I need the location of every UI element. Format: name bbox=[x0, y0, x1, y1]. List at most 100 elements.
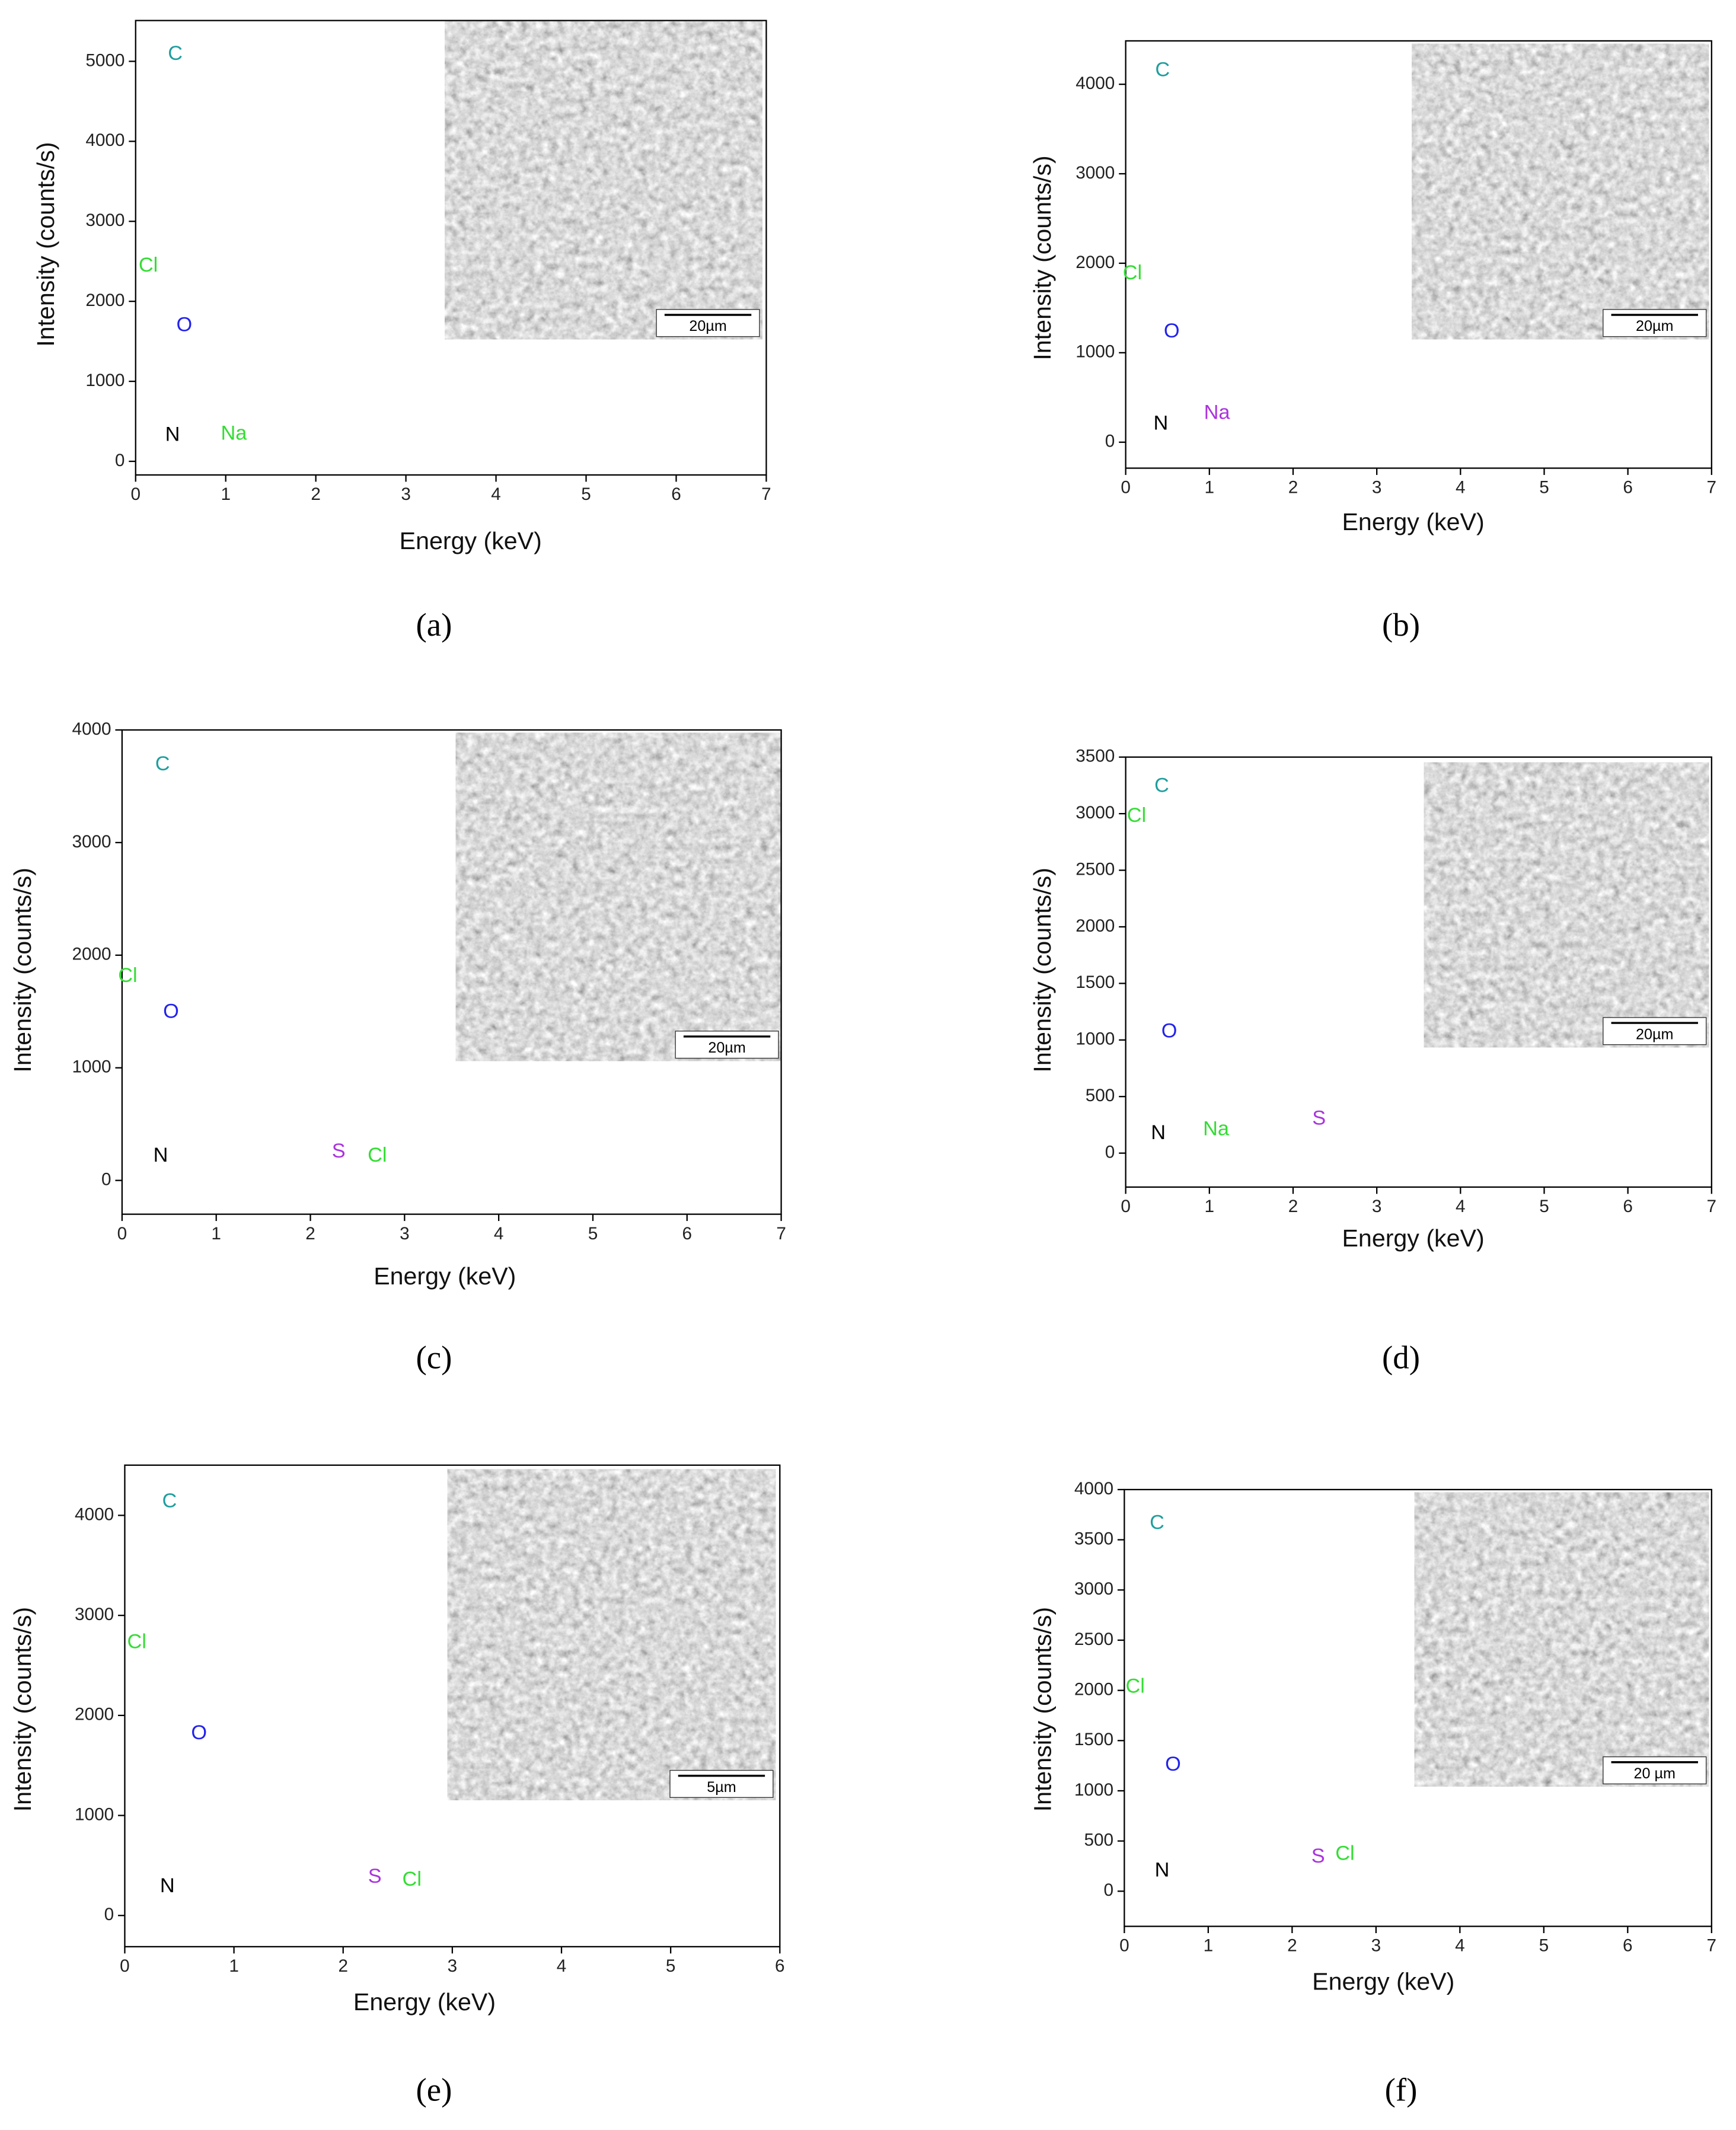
peak-label: C bbox=[155, 752, 170, 775]
x-axis-label: Energy (keV) bbox=[353, 1988, 496, 2016]
x-axis-label: Energy (keV) bbox=[1342, 508, 1484, 535]
peak-label: Cl bbox=[1123, 262, 1142, 284]
x-tick-label: 5 bbox=[1539, 478, 1549, 498]
x-tick-label: 1 bbox=[229, 1956, 239, 1976]
x-tick-label: 6 bbox=[671, 484, 681, 504]
sem-image bbox=[1424, 762, 1709, 1048]
y-tick-label: 3000 bbox=[85, 211, 125, 230]
y-tick-label: 1000 bbox=[85, 371, 125, 390]
peak-label: N bbox=[1155, 1858, 1170, 1881]
panel: 20µm 0 1 2 3 4 5 6 7 0 1000 2000 3000 4000 5000 Energy … bbox=[32, 20, 771, 643]
peak-label: Cl bbox=[139, 254, 158, 276]
x-tick-label: 2 bbox=[1287, 1936, 1297, 1956]
y-tick-label: 2500 bbox=[1074, 1630, 1113, 1649]
peak-label: C bbox=[1155, 59, 1170, 81]
x-tick-label: 1 bbox=[1204, 1936, 1214, 1956]
panel: 20µm 0 1 2 3 4 5 6 7 0 500 1000 1500 2000 2500 3000 3500… bbox=[1029, 747, 1716, 1376]
scale-bar-label: 20µm bbox=[689, 318, 726, 334]
x-tick-label: 6 bbox=[1623, 1197, 1633, 1216]
x-tick-label: 0 bbox=[1121, 478, 1131, 498]
x-tick-label: 4 bbox=[1455, 1936, 1465, 1956]
sem-image bbox=[445, 20, 762, 340]
y-tick-label: 3500 bbox=[1074, 1529, 1113, 1549]
x-tick-label: 4 bbox=[1456, 478, 1466, 498]
y-tick-label: 2000 bbox=[1076, 253, 1115, 272]
peak-label: Cl bbox=[1335, 1842, 1354, 1865]
sem-image bbox=[447, 1469, 776, 1800]
x-tick-label: 1 bbox=[1205, 478, 1215, 498]
panel: 20 µm 0 1 2 3 4 5 6 7 0 500 1000 1500 2000 2500 3000 350… bbox=[1029, 1479, 1716, 2108]
x-tick-label: 3 bbox=[1371, 1936, 1381, 1956]
plot-frame bbox=[121, 729, 782, 1215]
panel-label: (d) bbox=[1382, 1339, 1420, 1375]
y-tick-label: 3000 bbox=[1074, 1579, 1113, 1599]
peak-label: N bbox=[1154, 412, 1169, 435]
peak-label: O bbox=[1165, 1753, 1181, 1775]
x-tick-label: 2 bbox=[305, 1224, 315, 1243]
x-tick-label: 6 bbox=[1623, 1936, 1633, 1956]
x-tick-label: 7 bbox=[761, 484, 771, 504]
x-tick-label: 1 bbox=[211, 1224, 221, 1243]
x-tick-label: 4 bbox=[491, 484, 501, 504]
peak-label: Cl bbox=[1126, 1675, 1145, 1698]
y-tick-label: 2000 bbox=[1074, 1680, 1113, 1699]
y-tick-label: 4000 bbox=[1074, 1479, 1113, 1498]
panel-label: (a) bbox=[416, 607, 452, 643]
x-tick-label: 6 bbox=[1623, 478, 1633, 498]
panel: 20µm 0 1 2 3 4 5 6 7 0 1000 2000 3000 4000 Energy (keV… bbox=[1029, 40, 1717, 643]
y-axis-label: Intensity (counts/s) bbox=[9, 868, 36, 1072]
y-tick-label: 3500 bbox=[1076, 747, 1115, 766]
y-tick-label: 3000 bbox=[75, 1605, 114, 1624]
y-tick-label: 1500 bbox=[1074, 1730, 1113, 1749]
y-tick-label: 500 bbox=[1084, 1830, 1113, 1850]
peak-label: S bbox=[368, 1865, 382, 1887]
peak-label: Na bbox=[1203, 1118, 1230, 1140]
plot-frame bbox=[1124, 1488, 1712, 1927]
x-tick-label: 4 bbox=[494, 1224, 504, 1243]
x-tick-label: 5 bbox=[581, 484, 591, 504]
y-tick-label: 1000 bbox=[75, 1804, 114, 1824]
y-tick-label: 0 bbox=[1105, 432, 1115, 451]
peak-label: C bbox=[168, 42, 183, 65]
x-tick-label: 5 bbox=[666, 1956, 676, 1976]
peak-label: Na bbox=[1204, 401, 1231, 424]
scale-bar-label: 20µm bbox=[1636, 318, 1673, 334]
peak-label: S bbox=[332, 1140, 346, 1162]
y-tick-label: 1000 bbox=[1076, 342, 1115, 362]
plot-frame bbox=[135, 20, 767, 476]
x-tick-label: 7 bbox=[1707, 1197, 1717, 1216]
peak-label: O bbox=[176, 313, 192, 336]
y-tick-label: 4000 bbox=[72, 719, 111, 739]
panel-label: (b) bbox=[1382, 607, 1420, 643]
peak-label: O bbox=[1164, 320, 1180, 342]
y-axis-label: Intensity (counts/s) bbox=[1029, 868, 1056, 1072]
x-tick-label: 2 bbox=[338, 1956, 348, 1976]
peak-label: C bbox=[1154, 774, 1169, 796]
panel-label: (f) bbox=[1385, 2072, 1418, 2108]
y-tick-label: 1500 bbox=[1076, 972, 1115, 992]
peak-label: Cl bbox=[1127, 804, 1146, 827]
peak-label: O bbox=[1161, 1020, 1177, 1042]
peak-label: O bbox=[163, 1000, 179, 1023]
x-tick-label: 4 bbox=[557, 1956, 567, 1976]
y-axis-label: Intensity (counts/s) bbox=[9, 1607, 36, 1812]
x-tick-label: 3 bbox=[448, 1956, 458, 1976]
x-tick-label: 0 bbox=[1119, 1936, 1129, 1956]
scale-bar-label: 20 µm bbox=[1634, 1765, 1676, 1782]
peak-label: C bbox=[1150, 1512, 1164, 1534]
x-tick-label: 4 bbox=[1456, 1197, 1466, 1216]
x-tick-label: 7 bbox=[1707, 478, 1717, 498]
x-tick-label: 6 bbox=[682, 1224, 693, 1243]
x-tick-label: 1 bbox=[221, 484, 231, 504]
y-tick-label: 2000 bbox=[72, 945, 111, 964]
peak-label: Cl bbox=[118, 964, 137, 987]
y-tick-label: 0 bbox=[104, 1905, 114, 1924]
x-axis-label: Energy (keV) bbox=[1342, 1225, 1484, 1252]
x-tick-label: 0 bbox=[130, 484, 141, 504]
x-axis-label: Energy (keV) bbox=[1312, 1968, 1454, 1995]
peak-label: S bbox=[1312, 1107, 1326, 1129]
y-tick-label: 3000 bbox=[1076, 803, 1115, 822]
y-tick-label: 4000 bbox=[1076, 74, 1115, 93]
sem-image bbox=[1412, 43, 1709, 340]
panel-label: (e) bbox=[416, 2072, 452, 2108]
